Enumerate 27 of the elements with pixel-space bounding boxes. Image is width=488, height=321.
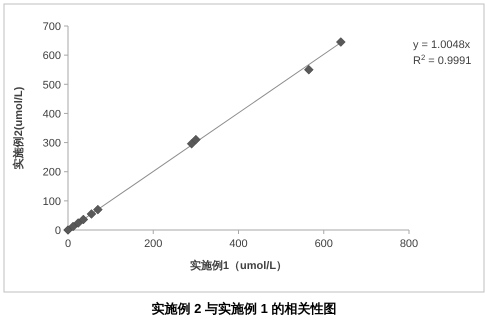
- x-axis-title: 实施例1（umol/L）: [190, 259, 288, 272]
- point: [304, 64, 314, 74]
- y-axis-title: 实施例2(umol/L): [12, 86, 25, 170]
- y-tick-label: 300: [42, 138, 61, 150]
- point: [93, 204, 103, 214]
- x-tick-label: 400: [229, 238, 248, 250]
- y-tick-label: 500: [42, 79, 61, 92]
- point: [336, 37, 346, 47]
- point: [63, 225, 73, 235]
- y-tick-label: 600: [42, 50, 61, 62]
- y-tick-label: 0: [54, 225, 61, 237]
- text: R$^{2}$ = 0.9991: [413, 52, 472, 67]
- point: [68, 222, 78, 232]
- text: y = 1.0048x: [413, 39, 471, 51]
- x-tick-label: 200: [144, 238, 162, 250]
- x-tick-label: 800: [400, 238, 418, 250]
- x-tick-label: 600: [314, 238, 333, 250]
- x-tick-label: 0: [64, 238, 72, 250]
- y-tick-label: 100: [42, 196, 61, 208]
- point: [86, 209, 96, 219]
- point: [78, 214, 88, 224]
- point: [73, 218, 83, 228]
- text: 实施例 2 与实施例 1 的相关性图: [152, 301, 336, 316]
- y-tick-label: 400: [42, 108, 61, 120]
- y-tick-label: 700: [42, 21, 61, 33]
- point: [191, 134, 201, 144]
- y-tick-label: 200: [42, 166, 61, 179]
